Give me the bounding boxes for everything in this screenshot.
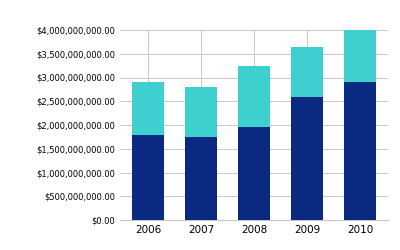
Bar — [132, 134, 164, 220]
Bar — [238, 66, 270, 128]
Bar — [132, 82, 164, 134]
Bar — [344, 30, 376, 82]
Bar — [185, 87, 217, 137]
Bar — [238, 128, 270, 220]
Bar — [291, 46, 323, 96]
Bar — [185, 137, 217, 220]
Bar — [291, 96, 323, 220]
Bar — [344, 82, 376, 220]
